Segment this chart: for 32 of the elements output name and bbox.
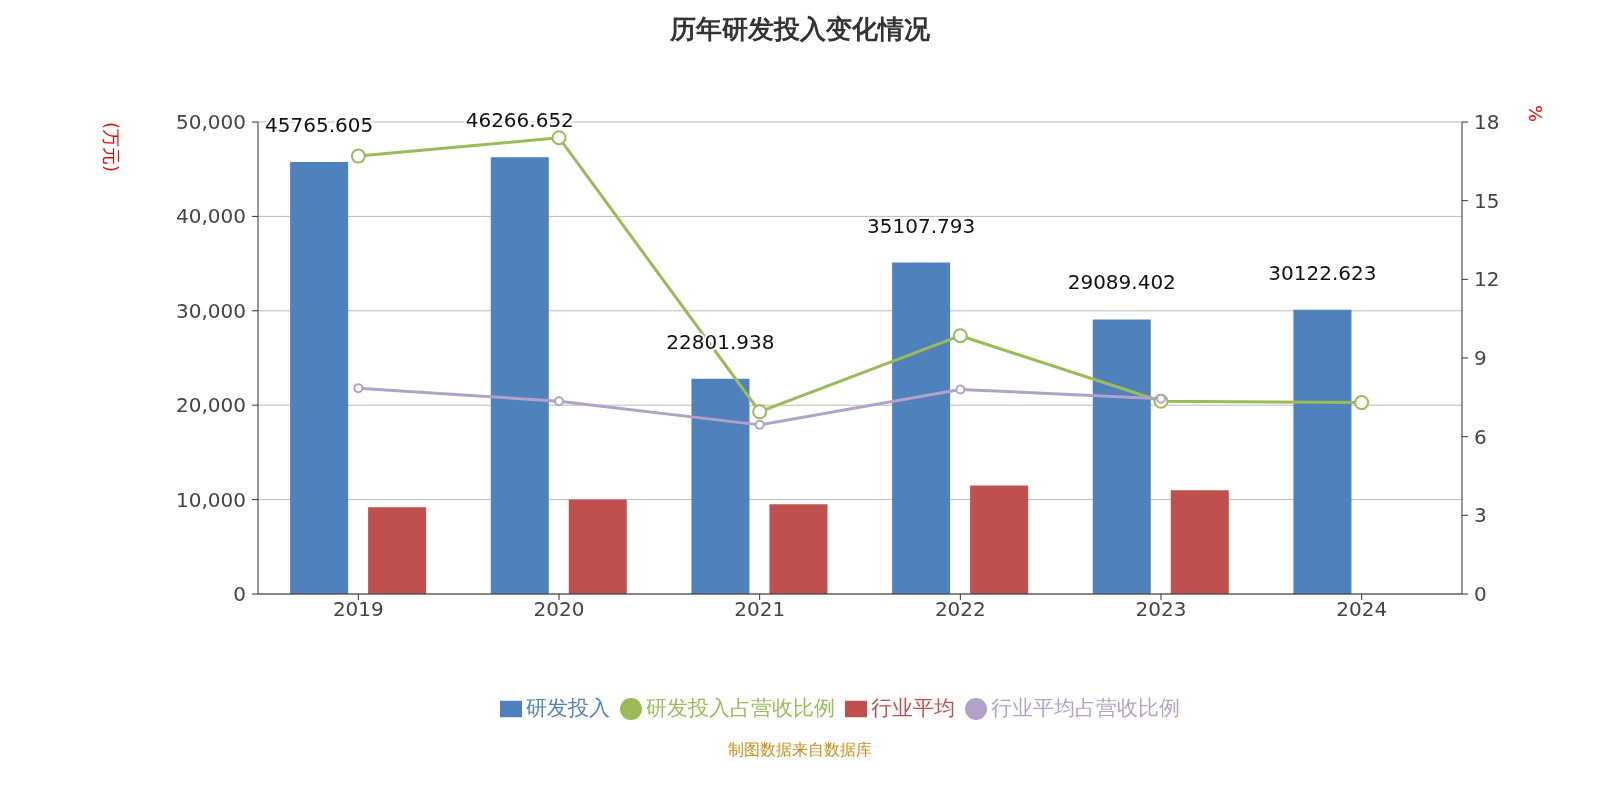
- y-axis-title: (万元): [101, 122, 123, 173]
- y2-tick-label: 6: [1474, 424, 1487, 449]
- y2-tick-label: 12: [1474, 267, 1500, 292]
- x-tick-label: 2021: [734, 597, 786, 622]
- x-tick-label: 2019: [332, 597, 384, 622]
- x-tick-label: 2024: [1336, 597, 1388, 622]
- y2-tick-label: 9: [1474, 346, 1487, 370]
- y2-tick-label: 18: [1474, 110, 1500, 134]
- y2-axis-title: %: [1525, 104, 1547, 122]
- x-tick-label: 2020: [533, 597, 585, 622]
- text: 制图数据来自数据库: [727, 740, 873, 761]
- data-label: 35107.793: [867, 213, 976, 238]
- y2-tick-label: 15: [1474, 188, 1500, 213]
- y-tick-label: 10,000: [176, 487, 246, 512]
- y-tick-label: 50,000: [176, 110, 246, 134]
- y2-tick-label: 3: [1474, 503, 1487, 528]
- data-label: 29089.402: [1067, 270, 1176, 295]
- legend-label: 研发投入: [526, 696, 610, 720]
- data-label: 30122.623: [1268, 260, 1377, 285]
- legend-label: 研发投入占营收比例: [646, 696, 835, 720]
- legend-label: 行业平均: [871, 696, 955, 720]
- data-label: 46266.652: [465, 108, 574, 133]
- x-tick-label: 2022: [934, 597, 986, 622]
- legend-label: 行业平均占营收比例: [991, 696, 1180, 720]
- x-tick-label: 2023: [1135, 597, 1187, 622]
- y-tick-label: 30,000: [176, 298, 246, 323]
- y-tick-label: 40,000: [176, 204, 246, 229]
- chart-title: 历年研发投入变化情况: [669, 13, 931, 46]
- data-label: 45765.605: [265, 112, 374, 137]
- y-tick-label: 0: [233, 582, 246, 606]
- y-tick-label: 20,000: [176, 393, 246, 418]
- y2-tick-label: 0: [1474, 582, 1487, 606]
